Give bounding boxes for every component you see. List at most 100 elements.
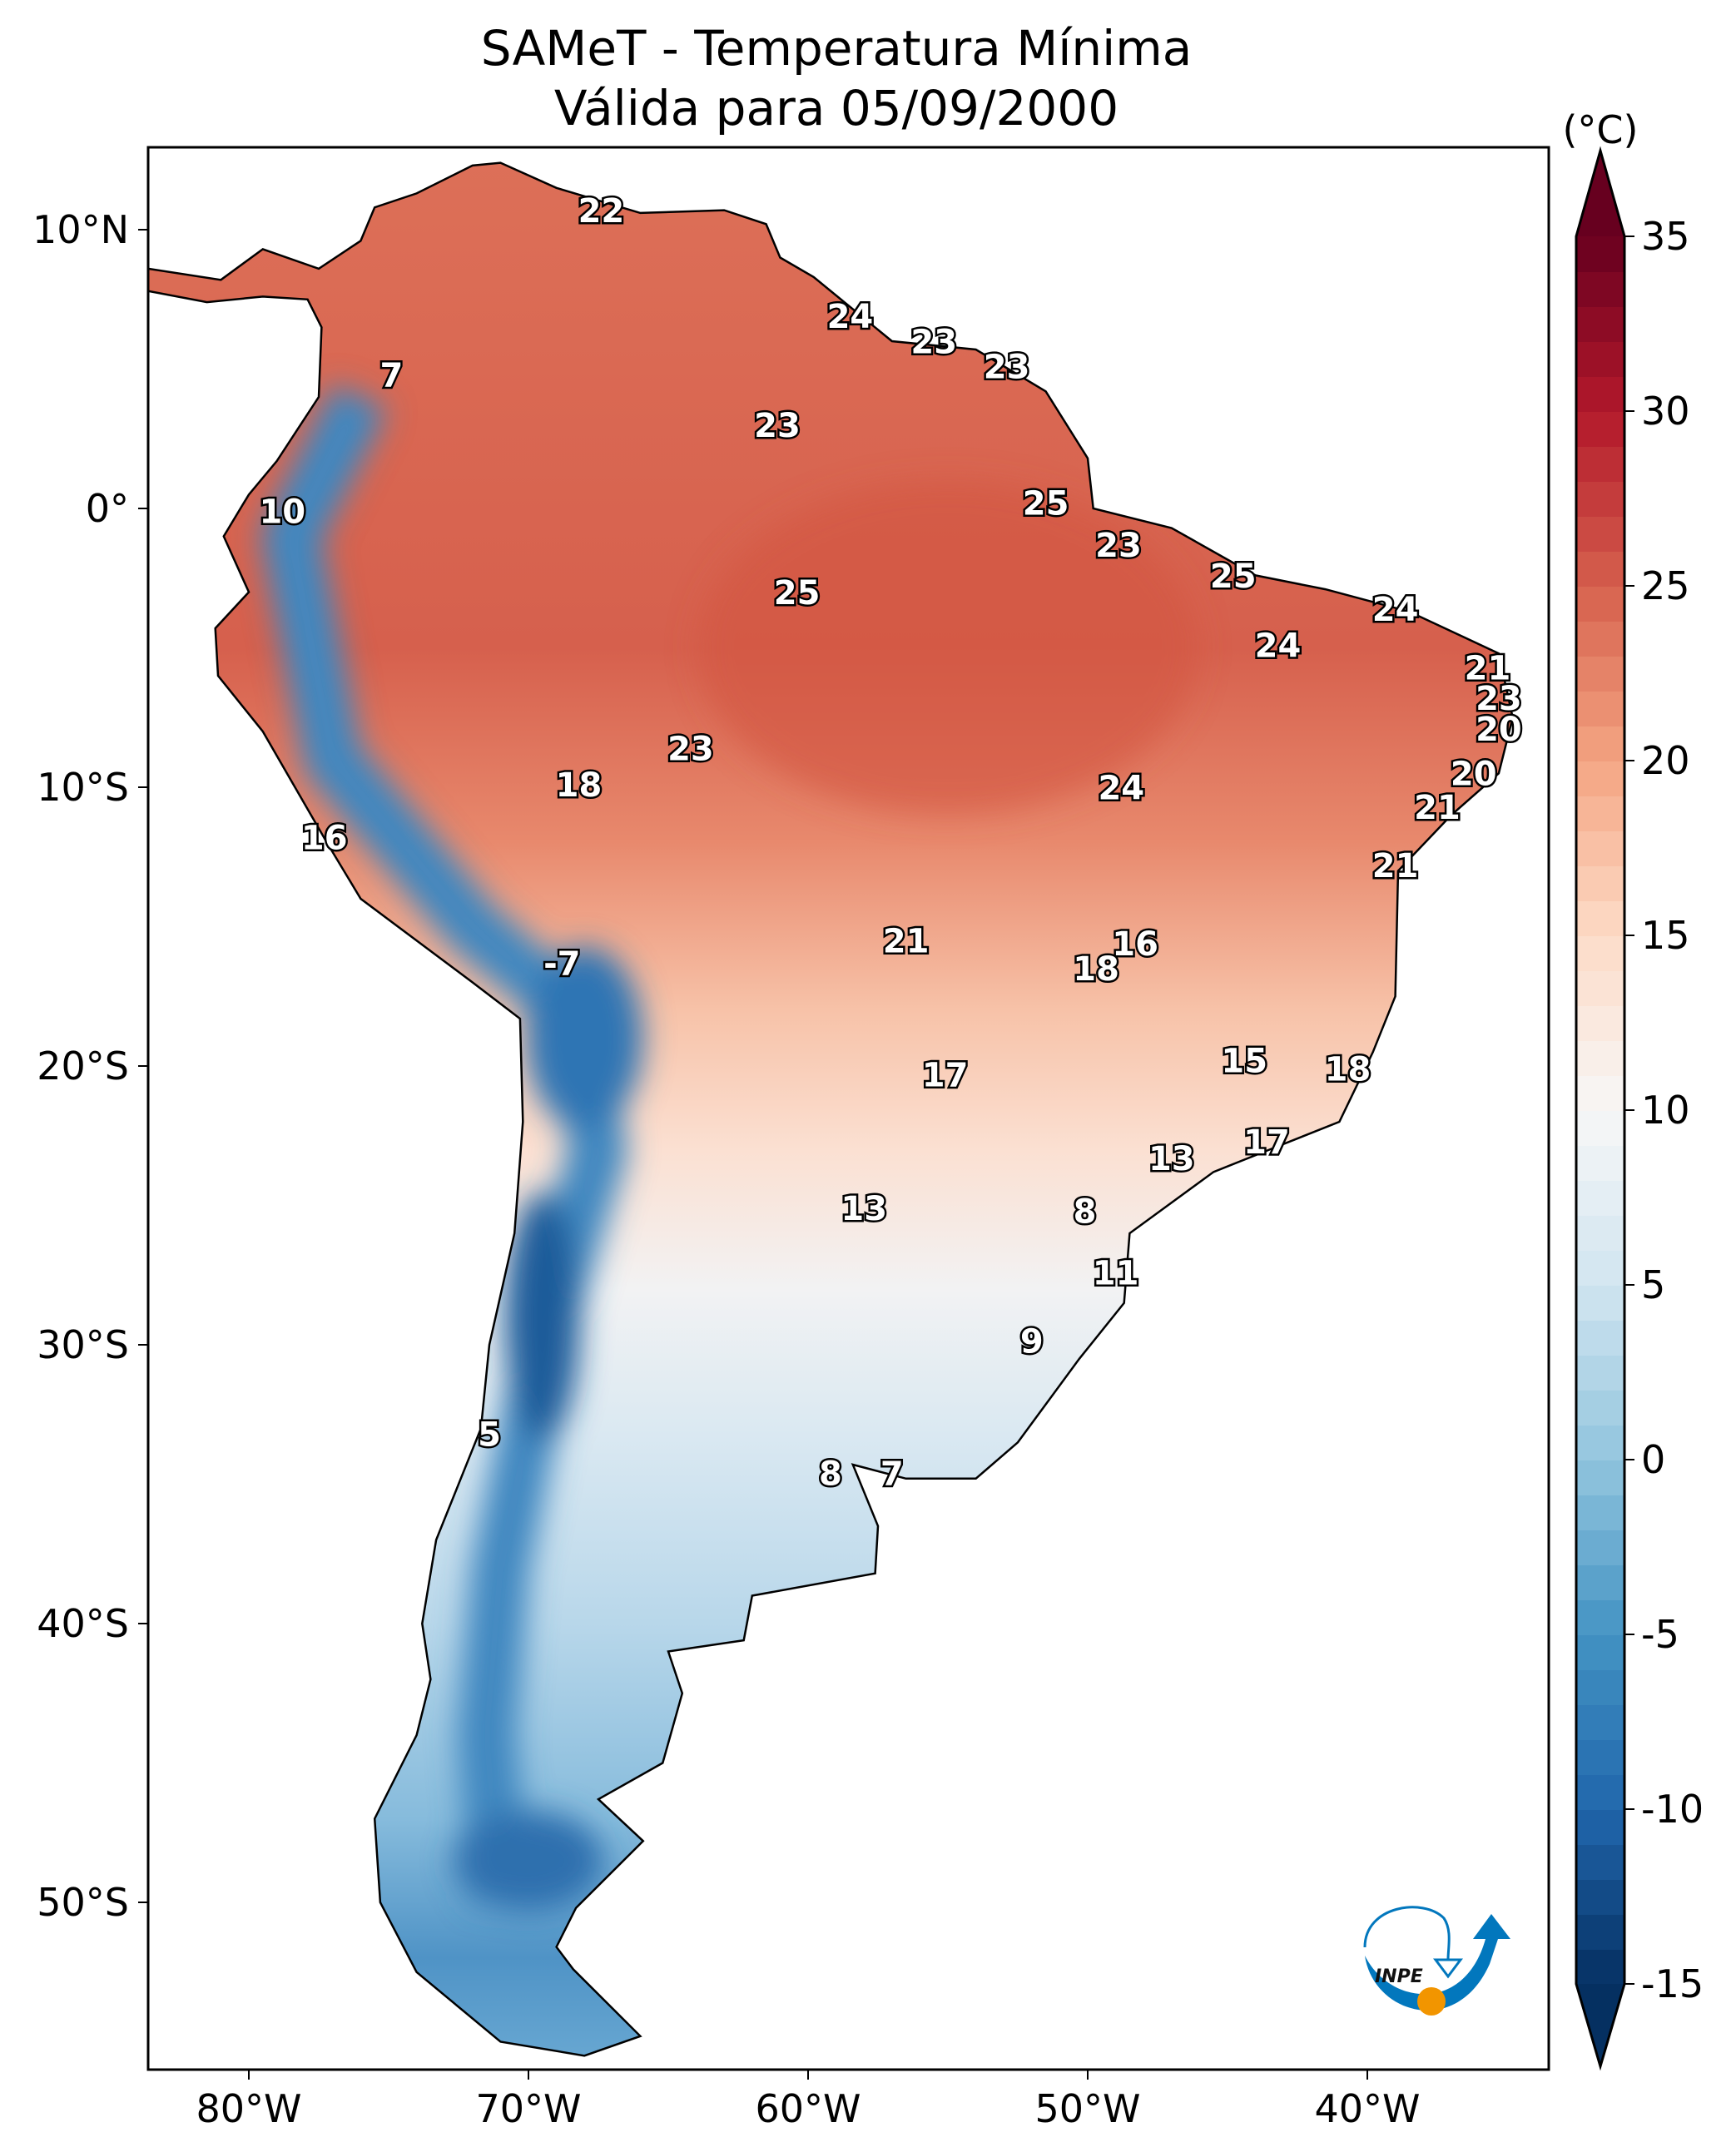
colorbar-level (1576, 1879, 1624, 1915)
x-tick-label: 50°W (1034, 2086, 1140, 2131)
temperature-label: 8 (819, 1455, 842, 1494)
temperature-label: 18 (556, 766, 603, 805)
temperature-label: 21 (883, 923, 930, 961)
y-tick-label: 0° (86, 486, 129, 531)
colorbar-level (1576, 1285, 1624, 1321)
temperature-label: 21 (1465, 649, 1511, 687)
colorbar-level (1576, 551, 1624, 587)
map-frame (146, 146, 1550, 2071)
temperature-label: -7 (543, 945, 580, 983)
colorbar-level (1576, 865, 1624, 901)
colorbar-level (1576, 831, 1624, 866)
colorbar-level (1576, 1704, 1624, 1740)
colorbar-level (1576, 271, 1624, 307)
colorbar-unit-label: (°C) (1562, 107, 1638, 152)
colorbar-level (1576, 1250, 1624, 1286)
temperature-label: 23 (1476, 680, 1522, 718)
temperature-label: 15 (1221, 1043, 1267, 1081)
colorbar-level (1576, 1564, 1624, 1600)
colorbar-level (1576, 411, 1624, 447)
temperature-label: 11 (1093, 1254, 1139, 1292)
y-tick-label: 10°S (37, 765, 129, 810)
temperature-label: 25 (774, 574, 821, 612)
colorbar-level (1576, 376, 1624, 412)
colorbar-tick-label: 30 (1641, 389, 1690, 434)
temperature-label: 20 (1451, 756, 1497, 794)
y-tick-label: 20°S (37, 1044, 129, 1088)
temperature-label: 16 (301, 820, 348, 858)
colorbar-level (1576, 586, 1624, 622)
colorbar-level (1576, 726, 1624, 761)
colorbar-level (1576, 1425, 1624, 1460)
inpe-logo: INPE (1363, 1906, 1510, 2016)
temperature-label: 8 (1074, 1193, 1097, 1232)
colorbar-level (1576, 1320, 1624, 1356)
colorbar-level (1576, 935, 1624, 971)
colorbar-level (1576, 691, 1624, 726)
colorbar-level (1576, 236, 1624, 272)
colorbar-level (1576, 761, 1624, 796)
temperature-label: 10 (259, 493, 305, 532)
colorbar-level (1576, 1634, 1624, 1670)
colorbar-level (1576, 1774, 1624, 1810)
colorbar-tick-label: -15 (1641, 1961, 1704, 2006)
x-tick-label: 70°W (475, 2086, 581, 2131)
colorbar-tick-label: 20 (1641, 738, 1690, 783)
colorbar-extend-max (1576, 151, 1624, 236)
colorbar-tick-label: -5 (1641, 1612, 1679, 1657)
title-line-1: SAMeT - Temperatura Mínima (481, 20, 1193, 77)
temperature-label: 21 (1414, 789, 1461, 827)
title-line-2: Válida para 05/09/2000 (554, 80, 1118, 136)
temperature-label: 9 (1020, 1322, 1044, 1361)
temperature-label: 25 (1210, 558, 1257, 596)
colorbar-tick-label: -10 (1641, 1787, 1704, 1832)
colorbar-level (1576, 1844, 1624, 1880)
colorbar-level (1576, 1914, 1624, 1950)
x-axis: 80°W 70°W 60°W 50°W 40°W (196, 2070, 1421, 2131)
colorbar-level (1576, 306, 1624, 342)
colorbar-tick-label: 10 (1641, 1088, 1690, 1133)
colorbar-level (1576, 1599, 1624, 1635)
temperature-label: 23 (1095, 527, 1142, 565)
temperature-label: 7 (880, 1455, 904, 1494)
colorbar-level (1576, 621, 1624, 657)
temperature-label: 13 (1148, 1140, 1195, 1178)
temperature-label: 13 (841, 1190, 887, 1228)
colorbar-level (1576, 1669, 1624, 1705)
temperature-label: 17 (1243, 1123, 1290, 1162)
coastline (148, 161, 1514, 2057)
colorbar-level (1576, 1495, 1624, 1530)
logo-text: INPE (1375, 1966, 1423, 1987)
y-tick-label: 40°S (37, 1601, 129, 1646)
colorbar-level (1576, 1949, 1624, 1985)
colorbar-level (1576, 1110, 1624, 1146)
colorbar-tick-label: 35 (1641, 214, 1690, 259)
y-tick-label: 30°S (37, 1322, 129, 1367)
temperature-label: 22 (578, 192, 625, 231)
colorbar-level (1576, 516, 1624, 552)
temperature-label: 20 (1476, 711, 1522, 749)
y-tick-label: 50°S (37, 1880, 129, 1925)
temperature-label: 23 (754, 407, 801, 445)
temperature-label: 25 (1023, 485, 1069, 523)
colorbar-level (1576, 1180, 1624, 1216)
colorbar-level (1576, 1145, 1624, 1181)
colorbar-level (1576, 1040, 1624, 1076)
colorbar-extend-min (1576, 1984, 1624, 2066)
colorbar-level (1576, 1530, 1624, 1565)
temperature-label: 18 (1073, 950, 1119, 989)
y-tick-label: 10°N (32, 207, 129, 252)
temperature-label: 21 (1372, 847, 1419, 885)
colorbar-level (1576, 1460, 1624, 1495)
x-tick-label: 60°W (755, 2086, 861, 2131)
colorbar-level (1576, 1390, 1624, 1426)
colorbar-level (1576, 900, 1624, 936)
temperature-label: 23 (910, 323, 957, 361)
colorbar-tick-label: 25 (1641, 563, 1690, 608)
colorbar-level (1576, 796, 1624, 831)
temperature-label: 5 (478, 1416, 501, 1455)
colorbar: (°C) 35 30 25 20 15 10 5 0 -5 -10 -15 (1562, 107, 1704, 2071)
